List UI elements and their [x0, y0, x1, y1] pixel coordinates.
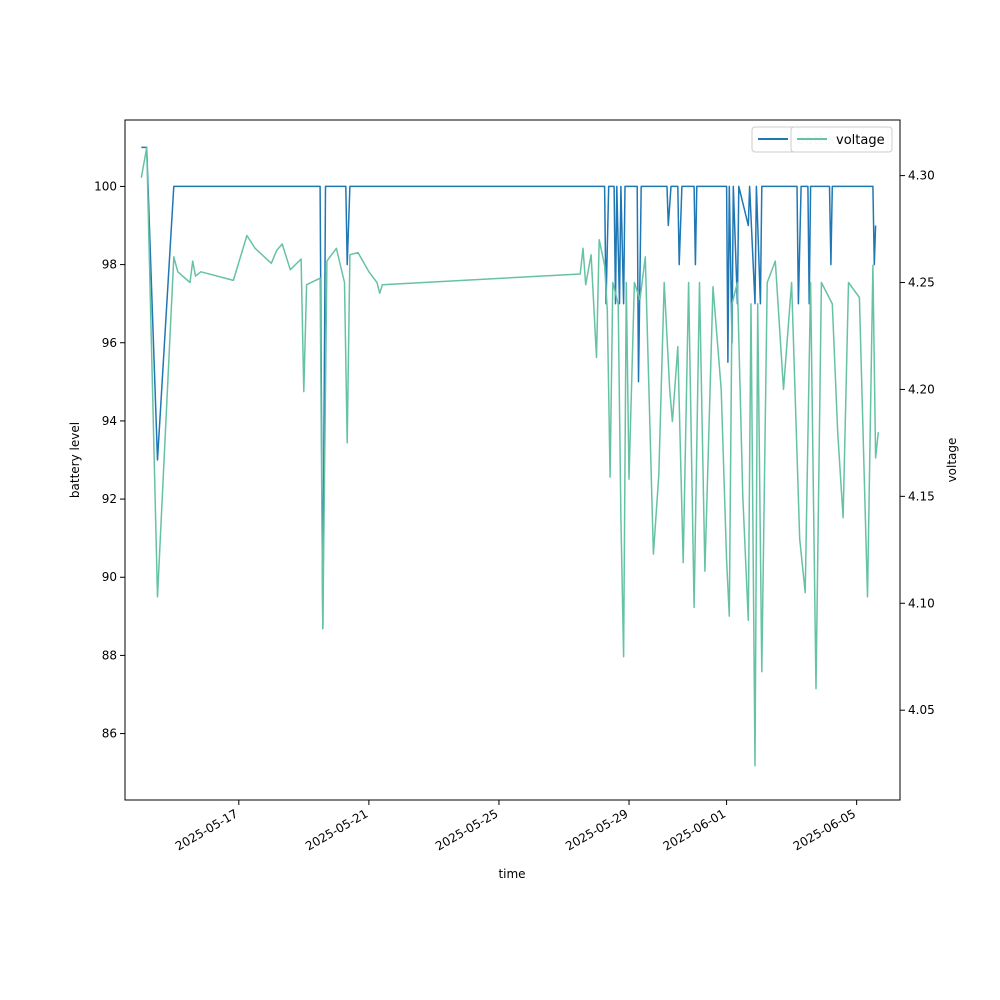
legend-voltage: voltage [790, 126, 893, 153]
right-tick-label: 4.05 [908, 703, 935, 717]
x-tick-label: 2025-05-29 [563, 806, 630, 853]
x-axis-label: time [498, 867, 525, 881]
x-tick-label: 2025-05-17 [173, 806, 240, 853]
left-axis-label: battery level [68, 422, 82, 498]
legend-voltage-label: voltage [836, 133, 885, 148]
x-tick-label: 2025-05-25 [433, 806, 500, 853]
series-line-battery [141, 146, 877, 629]
left-tick-label: 88 [102, 648, 117, 662]
left-tick-label: 86 [102, 727, 117, 741]
x-tick-label: 2025-06-05 [791, 806, 858, 853]
left-tick-label: 100 [94, 179, 117, 193]
x-tick-label: 2025-05-21 [303, 806, 370, 853]
right-tick-label: 4.30 [908, 169, 935, 183]
right-tick-label: 4.25 [908, 276, 935, 290]
right-tick-label: 4.15 [908, 489, 935, 503]
series-line-voltage [140, 147, 880, 767]
left-tick-label: 96 [102, 336, 117, 350]
x-axis-ticks: 2025-05-17 2025-05-21 2025-05-25 2025-05-29… [173, 800, 858, 853]
plot-frame [124, 119, 901, 801]
legend-voltage-box [790, 126, 893, 153]
right-axis-label: voltage [945, 438, 959, 483]
left-tick-label: 92 [102, 492, 117, 506]
right-tick-label: 4.20 [908, 382, 935, 396]
left-tick-label: 90 [102, 570, 117, 584]
left-tick-label: 98 [102, 258, 117, 272]
left-tick-label: 94 [102, 414, 117, 428]
series-layer [140, 146, 880, 767]
left-axis-ticks: 86 88 90 92 94 96 98 100 [94, 179, 125, 741]
x-tick-label: 2025-06-01 [661, 806, 728, 853]
right-tick-label: 4.10 [908, 596, 935, 610]
right-axis-ticks: 4.05 4.10 4.15 4.20 4.25 4.30 [900, 169, 935, 717]
